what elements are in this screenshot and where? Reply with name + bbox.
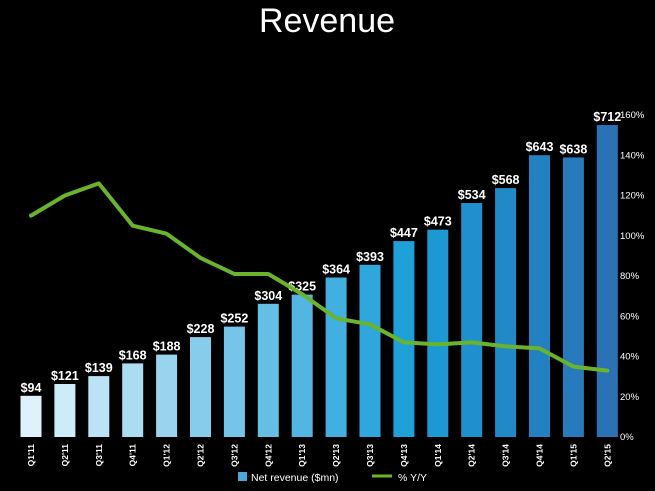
x-tick-label: Q2'12 [196,444,206,467]
chart-title: Revenue [259,2,395,40]
bar-2 [88,376,110,437]
bar-value-labels: $94$121$139$168$188$228$252$304$325$364$… [21,110,622,395]
bar-15 [529,155,550,437]
y-tick-label: 80% [620,271,640,282]
bar-12 [427,229,449,437]
x-tick-label: Q1'13 [297,444,307,467]
yoy-line-series [29,181,610,373]
bar-value-label: $393 [356,250,384,264]
bar-value-label: $473 [424,215,452,229]
bar-value-label: $139 [85,361,113,375]
x-tick-label: Q3'14 [501,444,511,467]
y-tick-label: 0% [620,432,634,443]
bar-9 [325,277,347,437]
y-tick-label: 140% [620,150,645,161]
bar-11 [393,241,415,437]
x-tick-label: Q1'14 [433,444,443,467]
x-tick-label: Q3'12 [229,444,239,467]
x-tick-label: Q3'11 [94,444,104,467]
y-tick-label: 160% [620,110,645,121]
x-tick-label: Q2'14 [467,444,477,467]
bar-value-label: $304 [254,289,282,303]
bar-value-label: $447 [390,226,418,240]
bar-7 [257,303,279,437]
x-tick-label: Q4'13 [399,444,409,467]
bar-value-label: $228 [187,322,215,336]
bar-value-label: $364 [322,263,350,277]
legend-label-revenue: Net revenue ($mn) [251,472,339,484]
yoy-line [29,181,610,373]
bar-value-label: $252 [220,312,248,326]
bar-5 [190,337,211,437]
bar-3 [122,363,144,437]
bar-value-label: $168 [119,348,147,362]
bar-16 [562,157,584,437]
y-tick-label: 120% [620,191,645,202]
bar-4 [156,354,178,437]
bar-value-label: $638 [559,142,587,156]
right-axis-ticks: 0% 20% 40% 60% 80% 100% 120% 140% 160% [620,110,645,443]
x-tick-label: Q4'14 [535,444,545,467]
bar-value-label: $568 [492,173,520,187]
bar-value-label: $643 [526,140,554,154]
x-tick-label: Q2'11 [60,444,70,467]
x-tick-label: Q4'12 [263,444,273,467]
x-tick-label: Q1'15 [568,444,578,467]
bar-0 [20,395,42,437]
y-tick-label: 60% [620,311,640,322]
x-tick-label: Q2'15 [602,444,612,467]
legend-label-yoy: % Y/Y [398,472,427,484]
bar-10 [359,264,381,437]
x-axis-ticks: Q1'11 Q2'11 Q3'11 Q4'11 Q1'12 Q2'12 Q3'12 Q4'12… [26,444,612,467]
x-tick-label: Q1'11 [26,444,36,467]
x-tick-label: Q1'12 [162,444,172,467]
y-tick-label: 40% [620,352,640,363]
y-tick-label: 20% [620,392,640,403]
bar-17 [596,125,618,437]
x-tick-label: Q4'11 [128,444,138,467]
bar-value-label: $534 [458,188,486,202]
bar-value-label: $188 [153,340,181,354]
x-tick-label: Q3'13 [365,444,375,467]
bar-14 [495,188,517,437]
y-tick-label: 100% [620,231,645,242]
bar-8 [291,294,313,437]
bar-1 [54,384,76,437]
bar-series [20,125,618,437]
bar-value-label: $712 [593,110,621,124]
bar-6 [223,326,245,437]
legend: Net revenue ($mn) % Y/Y [238,472,427,484]
legend-bar-swatch [238,472,247,481]
bar-value-label: $94 [21,381,42,395]
x-tick-label: Q2'13 [331,444,341,467]
bar-value-label: $121 [51,369,79,383]
bar-13 [461,203,483,437]
